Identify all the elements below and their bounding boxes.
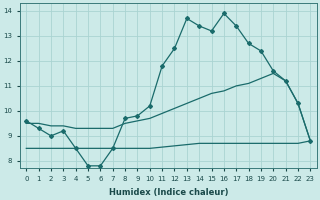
X-axis label: Humidex (Indice chaleur): Humidex (Indice chaleur) bbox=[108, 188, 228, 197]
